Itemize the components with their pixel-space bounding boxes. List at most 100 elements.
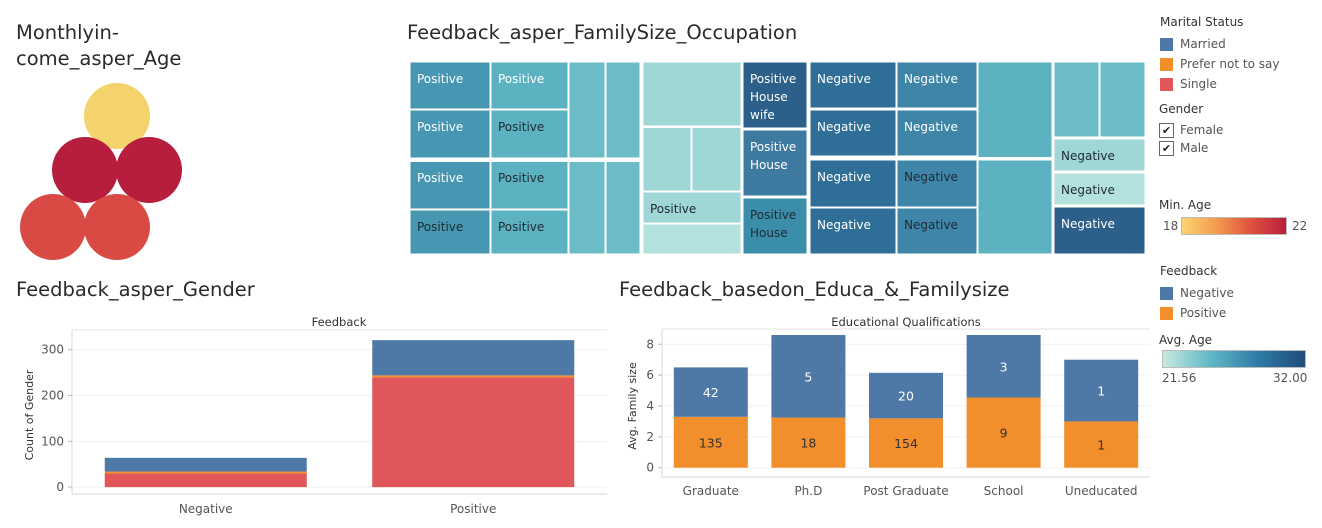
treemap-label: Negative (1061, 183, 1115, 197)
treemap-cell-24: Negative (809, 159, 897, 208)
bar-school-negative (966, 335, 1041, 398)
y-tick-label: 0 (646, 461, 654, 475)
treemap-cell-30 (1053, 61, 1100, 138)
treemap-label: Negative (1061, 149, 1115, 163)
legend-item-prefer-not[interactable]: Prefer not to say (1160, 54, 1279, 74)
treemap-cell-10 (568, 160, 606, 255)
treemap-rect (490, 160, 569, 210)
treemap-rect (809, 109, 897, 157)
bar-post-graduate-negative (869, 372, 943, 419)
treemap-rect (691, 126, 742, 192)
treemap-cell-13 (642, 126, 692, 192)
treemap-label: Positive (650, 202, 696, 216)
bar-data-label: 3 (1000, 359, 1008, 374)
check-icon[interactable]: ✔ (1159, 140, 1174, 156)
treemap-label: House (750, 226, 788, 240)
treemap-rect (896, 207, 978, 255)
treemap-label: Negative (904, 72, 958, 86)
y-tick-label: 300 (41, 343, 64, 357)
treemap-label: House (750, 158, 788, 172)
treemap-rect (409, 209, 491, 255)
bar-ph-d-positive (771, 417, 846, 468)
treemap-label: Positive (417, 171, 463, 185)
y-tick-label: 200 (41, 389, 64, 403)
treemap-label: Positive (750, 140, 796, 154)
bar-positive-prefer-not-to-say (372, 375, 575, 378)
age-chart-title: Monthlyin- come_asper_Age (16, 21, 182, 70)
x-tick-label: Post Graduate (863, 484, 948, 498)
treemap-rect (490, 209, 569, 255)
treemap-cell-29 (977, 159, 1053, 255)
treemap-cell-16 (642, 223, 742, 255)
feedback-legend: Feedback Negative Positive (1160, 264, 1234, 323)
treemap-rect (896, 159, 978, 208)
legend-label: Positive (1180, 306, 1227, 320)
legend-item-negative[interactable]: Negative (1160, 283, 1234, 303)
treemap-cell-18: Positive House (742, 129, 808, 197)
legend-item-positive[interactable]: Positive (1160, 303, 1234, 323)
legend-swatch (1160, 286, 1173, 300)
treemap-rect (409, 61, 491, 110)
treemap-label: Negative (1061, 217, 1115, 231)
treemap-label: Negative (817, 218, 871, 232)
bar-graduate-negative (673, 367, 748, 417)
legend-title: Gender (1159, 102, 1204, 116)
legend-item-single[interactable]: Single (1160, 74, 1279, 94)
treemap-cell-6: Positive (409, 209, 491, 255)
marital-status-legend: Marital Status Married Prefer not to say… (1160, 15, 1279, 94)
treemap-rect (742, 61, 808, 129)
bar-data-label: 9 (1000, 426, 1008, 441)
y-axis-label: Count of Gender (23, 369, 36, 460)
treemap-cell-19: Positive House (742, 197, 808, 255)
treemap-rect (742, 197, 808, 255)
treemap-label: Negative (817, 120, 871, 134)
treemap-rect (642, 223, 742, 255)
y-tick-label: 0 (56, 480, 64, 494)
treemap-cell-2: Positive (409, 109, 491, 159)
treemap-cell-14 (691, 126, 742, 192)
bubble-2 (116, 137, 182, 203)
education-chart-title: Feedback_basedon_Educa_&_Familysize (619, 278, 1010, 301)
treemap-label: Positive (750, 72, 796, 86)
treemap-cell-9 (605, 61, 641, 159)
x-tick-label: Negative (179, 502, 233, 516)
bar-data-label: 154 (894, 436, 918, 451)
legend-title: Feedback (1160, 264, 1218, 278)
treemap-cell-4: Positive (409, 160, 491, 210)
bar-data-label: 1 (1097, 384, 1105, 399)
y-tick-label: 2 (646, 430, 654, 444)
legend-title: Marital Status (1160, 15, 1244, 29)
check-icon[interactable]: ✔ (1159, 122, 1174, 138)
treemap-rect (642, 126, 692, 192)
avg-age-high: 32.00 (1273, 371, 1308, 385)
treemap-label: Positive (417, 72, 463, 86)
treemap-label: Negative (817, 170, 871, 184)
treemap-rect (409, 109, 491, 159)
treemap-cell-33: Negative (1053, 172, 1146, 206)
bar-school-positive (966, 397, 1041, 468)
filter-label: Female (1180, 123, 1224, 137)
gender-filter-legend: Gender ✔ Female ✔ Male (1159, 102, 1223, 157)
treemap-label: Positive (498, 220, 544, 234)
treemap-cell-11 (605, 160, 641, 255)
bar-negative-prefer-not-to-say (104, 471, 307, 474)
treemap-label: Negative (817, 72, 871, 86)
bar-data-label: 135 (699, 435, 723, 450)
bar-data-label: 5 (804, 369, 812, 384)
treemap-label: Negative (904, 120, 958, 134)
treemap-cell-26: Negative (809, 207, 897, 255)
legend-title: Min. Age (1159, 198, 1212, 212)
filter-female[interactable]: ✔ Female (1159, 121, 1223, 139)
legend-title: Avg. Age (1159, 333, 1213, 347)
legend-item-married[interactable]: Married (1160, 34, 1279, 54)
treemap-rect (409, 160, 491, 210)
y-tick-label: 6 (646, 368, 654, 382)
treemap-cell-25: Negative (896, 159, 978, 208)
treemap-rect (1053, 138, 1146, 172)
filter-male[interactable]: ✔ Male (1159, 139, 1223, 157)
bubble-4 (84, 194, 150, 260)
legend-label: Prefer not to say (1180, 57, 1280, 71)
treemap-rect (896, 109, 978, 157)
